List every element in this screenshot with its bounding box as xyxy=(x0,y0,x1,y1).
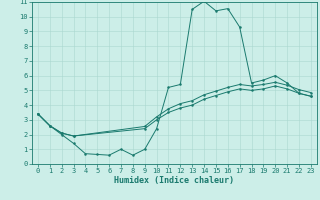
X-axis label: Humidex (Indice chaleur): Humidex (Indice chaleur) xyxy=(115,176,234,185)
